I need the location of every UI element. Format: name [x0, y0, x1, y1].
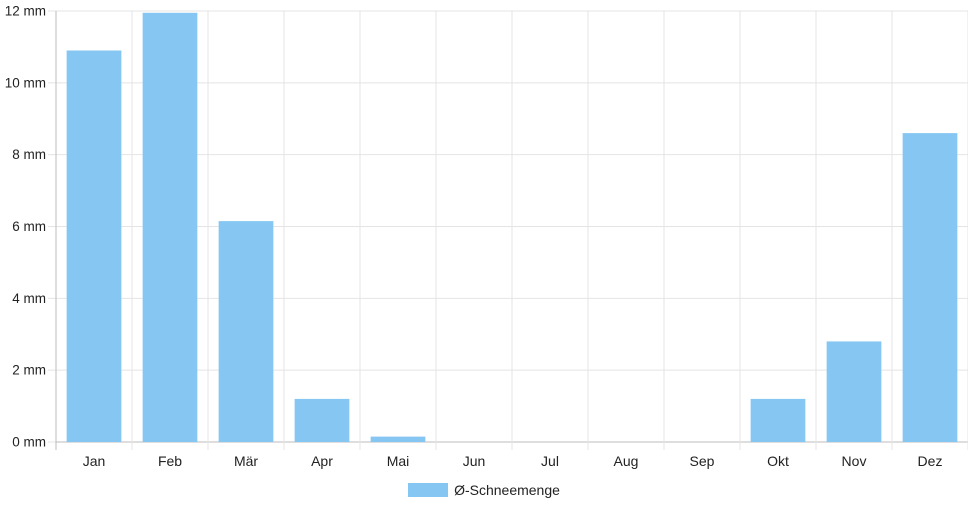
bar — [294, 398, 350, 442]
bar — [66, 50, 122, 443]
bar — [750, 398, 806, 442]
y-tick-label: 6 mm — [12, 219, 46, 234]
bar — [142, 12, 198, 442]
y-tick-label: 10 mm — [5, 75, 46, 90]
x-tick-label: Sep — [690, 453, 715, 469]
y-tick-label: 0 mm — [12, 435, 46, 450]
axes: 0 mm 2 mm 4 mm 6 mm 8 mm 10 mm 12 mm Jan Feb Mär A… — [5, 4, 943, 470]
snow-chart: 0 mm 2 mm 4 mm 6 mm 8 mm 10 mm 12 mm Jan Feb Mär A… — [5, 4, 968, 470]
x-tick-label: Mai — [387, 453, 410, 469]
x-tick-label: Feb — [158, 453, 182, 469]
x-tick-label: Apr — [311, 453, 333, 469]
bar — [218, 221, 274, 442]
y-tick-label: 8 mm — [12, 147, 46, 162]
x-tick-label: Nov — [842, 453, 867, 469]
x-tick-label: Dez — [918, 453, 943, 469]
x-tick-label: Okt — [767, 453, 789, 469]
x-tick-label: Jan — [83, 453, 106, 469]
legend-label: Ø-Schneemenge — [454, 482, 560, 498]
x-tick-label: Jun — [463, 453, 486, 469]
y-tick-label: 2 mm — [12, 363, 46, 378]
bar — [370, 436, 426, 442]
x-tick-label: Jul — [541, 453, 559, 469]
bar — [902, 133, 958, 442]
bar — [826, 341, 882, 442]
legend-swatch — [408, 483, 449, 497]
y-tick-label: 12 mm — [5, 4, 46, 19]
grid-lines — [48, 10, 968, 450]
legend[interactable]: Ø-Schneemenge — [0, 480, 968, 500]
y-tick-label: 4 mm — [12, 291, 46, 306]
x-tick-label: Aug — [614, 453, 639, 469]
bars — [66, 12, 958, 443]
x-tick-label: Mär — [234, 453, 258, 469]
